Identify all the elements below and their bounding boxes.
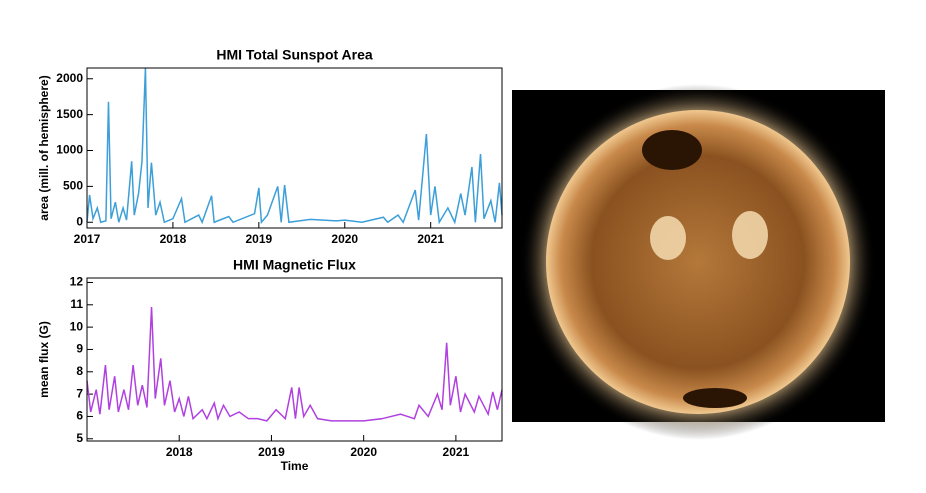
y-tick-label: 1500	[56, 107, 83, 121]
x-tick-label: 2019	[245, 232, 272, 246]
x-tick-label: 2018	[166, 445, 193, 459]
y-tick-label: 8	[76, 364, 83, 378]
x-tick-label: 2017	[74, 232, 101, 246]
chart-title: HMI Magnetic Flux	[233, 257, 356, 273]
x-tick-label: 2021	[443, 445, 470, 459]
y-axis-label: mean flux (G)	[37, 321, 51, 398]
coronal-hole	[642, 130, 702, 170]
y-tick-label: 500	[63, 179, 83, 193]
y-tick-label: 1000	[56, 143, 83, 157]
data-line	[86, 67, 503, 225]
y-tick-label: 9	[76, 342, 83, 356]
plot-frame	[86, 67, 503, 229]
sun-image	[512, 84, 885, 440]
y-tick-label: 7	[76, 386, 83, 400]
y-tick-label: 0	[76, 214, 83, 228]
x-tick-label: 2020	[331, 232, 358, 246]
active-region	[732, 211, 768, 259]
x-axis-label: Time	[281, 459, 309, 473]
y-tick-label: 11	[70, 297, 83, 311]
y-axis-label: area (mill. of hemisphere)	[37, 75, 51, 220]
x-tick-label: 2021	[417, 232, 444, 246]
y-tick-label: 12	[70, 275, 84, 289]
data-line	[86, 306, 503, 422]
x-tick-label: 2020	[350, 445, 377, 459]
sun-disk	[546, 110, 850, 414]
y-tick-label: 2000	[56, 71, 83, 85]
y-tick-label: 5	[76, 431, 83, 445]
x-tick-label: 2019	[258, 445, 285, 459]
coronal-hole	[683, 388, 747, 408]
chart-title: HMI Total Sunspot Area	[216, 47, 373, 63]
active-region	[650, 216, 686, 260]
y-tick-label: 10	[70, 319, 84, 333]
x-tick-label: 2018	[160, 232, 187, 246]
plot-frame	[86, 277, 503, 442]
y-tick-label: 6	[76, 409, 83, 423]
